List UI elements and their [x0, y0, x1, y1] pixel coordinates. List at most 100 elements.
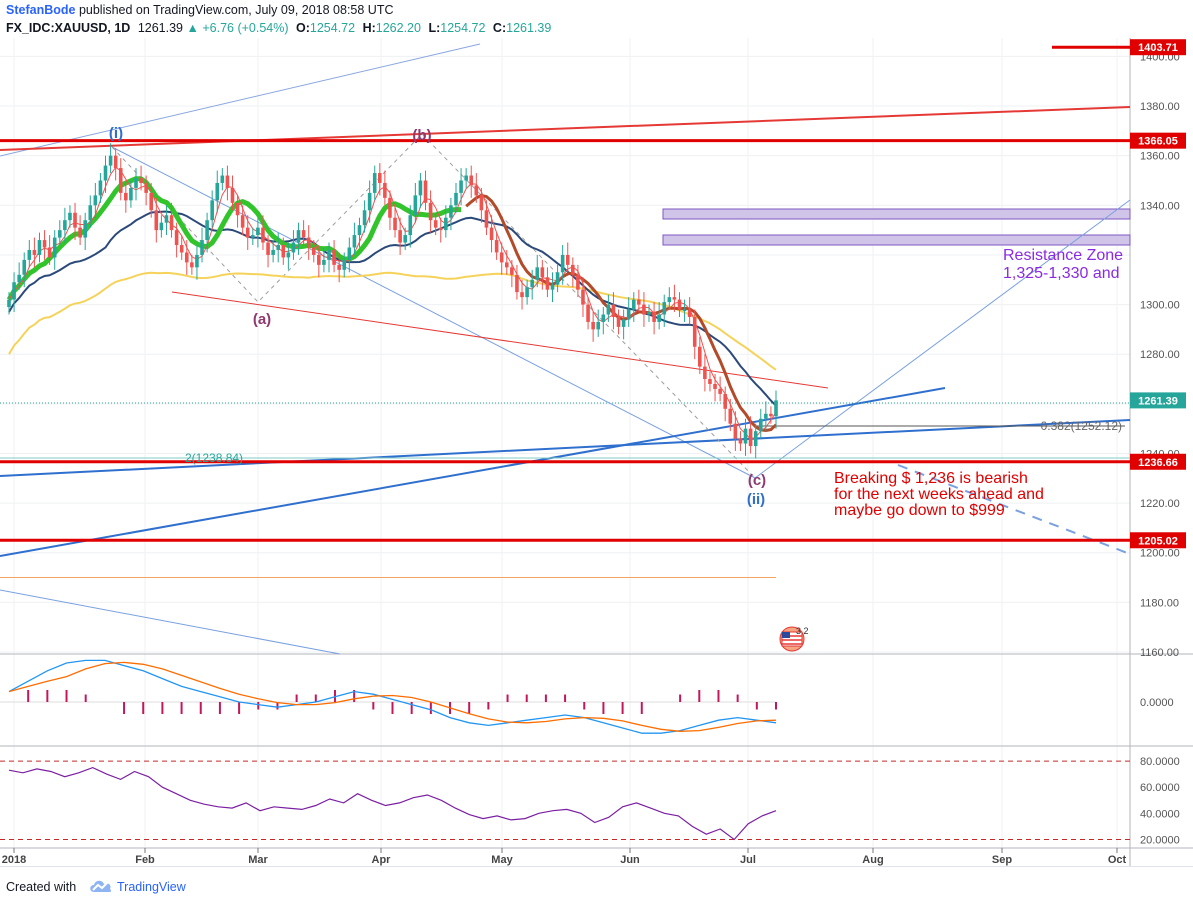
candle-body	[144, 182, 148, 193]
macd-pane[interactable]: 0.0000	[0, 659, 1174, 734]
candle-body	[225, 175, 230, 188]
candle-body	[667, 297, 672, 303]
candle-body	[464, 175, 468, 181]
lower-channel-line	[0, 589, 341, 655]
candle-body	[454, 192, 458, 206]
created-with-text: Created with	[6, 880, 77, 894]
candle-body	[266, 242, 270, 255]
candle-body	[103, 165, 108, 181]
candle-body	[504, 262, 509, 268]
price-tick-label: 1200.00	[1140, 548, 1180, 560]
candle-body	[565, 254, 570, 265]
up-arrow-icon: ▲	[186, 21, 199, 35]
candle-body	[296, 230, 301, 243]
event-count-badge[interactable]: 3 2	[796, 626, 809, 636]
candle-body	[22, 259, 27, 275]
candle-body	[743, 428, 748, 444]
candle-body	[281, 245, 286, 258]
candle-body	[317, 254, 321, 265]
candle-body	[586, 304, 590, 322]
wave-label-ii: (ii)	[747, 491, 765, 508]
high-value: 1262.20	[375, 21, 421, 35]
chart-canvas[interactable]: 1160.001180.001200.001220.001240.001260.…	[0, 38, 1193, 866]
us-flag-icon[interactable]	[779, 626, 805, 652]
candle-body	[647, 312, 651, 315]
candle-body	[154, 210, 159, 231]
tradingview-cloud-icon[interactable]	[88, 876, 114, 894]
candle-body	[403, 235, 407, 243]
tradingview-brand-link[interactable]: TradingView	[117, 880, 186, 894]
ma-red-line	[8, 166, 777, 440]
price-tag-label: 1236.66	[1138, 457, 1178, 469]
wave-label-a: (a)	[253, 311, 271, 328]
candle-body	[626, 309, 631, 320]
plot-area[interactable]	[0, 38, 1130, 866]
candle-body	[139, 178, 143, 183]
candle-body	[327, 249, 331, 260]
candle-body	[449, 205, 453, 218]
candle-body	[571, 264, 575, 275]
candle-body	[499, 252, 504, 263]
price-tags: 1403.71 1366.05 1261.39 1236.66 1205.02	[1130, 39, 1186, 549]
time-tick-label: Aug	[862, 854, 883, 866]
candle-body	[362, 210, 367, 226]
candle-body	[606, 304, 611, 315]
candle-body	[682, 309, 687, 312]
candle-body	[713, 383, 717, 389]
footer: Created with TradingView	[0, 866, 1193, 905]
candle-body	[398, 230, 402, 243]
candle-body	[73, 212, 77, 228]
candle-body	[332, 249, 336, 265]
drawings-layer	[0, 43, 1131, 655]
low-label: L:	[428, 21, 441, 35]
candle-body	[113, 155, 118, 169]
author-link[interactable]: StefanBode	[6, 3, 76, 17]
macd-tick-label: 0.0000	[1140, 697, 1174, 709]
rsi-pane[interactable]: 80.0000 60.0000 40.0000 20.0000	[0, 756, 1180, 846]
candle-body	[7, 299, 11, 308]
candle-body	[484, 210, 489, 228]
red-trendline-mid	[171, 291, 829, 389]
candle-body	[200, 240, 204, 255]
rsi-tick-label: 20.0000	[1140, 834, 1180, 846]
candle-body	[637, 299, 641, 305]
candle-body	[12, 282, 16, 300]
candle-body	[52, 237, 57, 258]
time-axis[interactable]: 2018 Feb Mar Apr May Jun Jul Aug Sep Oct	[2, 854, 1127, 866]
price-tag	[1130, 392, 1186, 409]
symbol-label[interactable]: FX_IDC:XAUUSD, 1D	[6, 21, 131, 35]
candle-body	[322, 259, 326, 265]
price-tick-label: 1300.00	[1140, 300, 1180, 312]
wave-trendline-down	[111, 146, 756, 479]
resistance-zone-lower	[662, 234, 1131, 246]
candle-body	[703, 366, 707, 380]
price-tag-label: 1261.39	[1138, 395, 1178, 407]
candle-body	[347, 247, 352, 260]
candle-body	[17, 274, 21, 283]
candle-body	[672, 297, 677, 300]
candle-body	[388, 197, 392, 218]
publish-line: StefanBode published on TradingView.com,…	[6, 3, 393, 17]
macd-signal-line	[8, 661, 777, 732]
candle-body	[337, 264, 341, 270]
candle-body	[27, 249, 32, 260]
candle-body	[576, 274, 580, 290]
red-trendline-top	[0, 106, 1131, 151]
macd-line	[8, 659, 777, 734]
note-line-1: Breaking $ 1,236 is bearish	[834, 470, 1028, 487]
candle-body	[245, 227, 250, 238]
low-value: 1254.72	[440, 21, 486, 35]
price-tick-label: 1220.00	[1140, 498, 1180, 510]
candle-body	[215, 182, 220, 201]
candle-body	[418, 180, 423, 196]
time-tick-label: Jul	[740, 854, 756, 866]
candle-body	[184, 252, 189, 263]
candle-body	[479, 195, 484, 211]
candle-body	[205, 220, 209, 241]
ma-brown-line	[465, 193, 778, 433]
candle-body	[510, 267, 514, 275]
fib-2-label: 2(1238.84)	[185, 451, 243, 465]
candle-body	[291, 242, 296, 253]
candle-body	[581, 289, 585, 305]
candle-body	[428, 202, 433, 221]
